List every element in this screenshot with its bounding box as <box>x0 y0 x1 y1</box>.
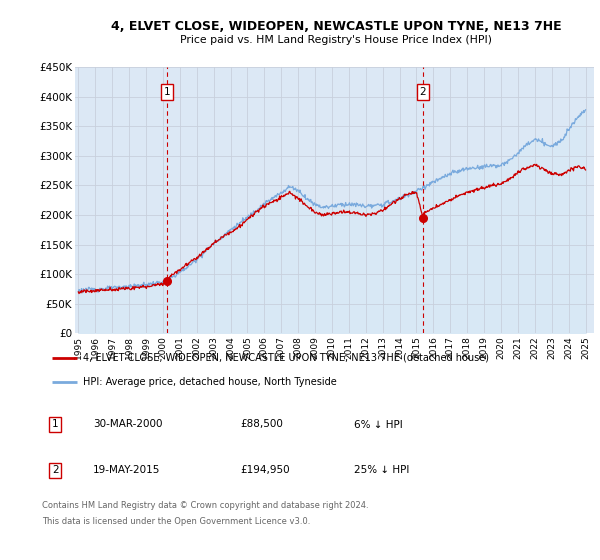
Text: 2: 2 <box>419 87 426 97</box>
Text: 1: 1 <box>164 87 170 97</box>
Text: 2: 2 <box>52 465 59 475</box>
Text: 1: 1 <box>52 419 59 430</box>
Text: HPI: Average price, detached house, North Tyneside: HPI: Average price, detached house, Nort… <box>83 377 337 388</box>
Text: 6% ↓ HPI: 6% ↓ HPI <box>354 419 403 430</box>
Text: 4, ELVET CLOSE, WIDEOPEN, NEWCASTLE UPON TYNE, NE13 7HE (detached house): 4, ELVET CLOSE, WIDEOPEN, NEWCASTLE UPON… <box>83 353 489 363</box>
Text: 30-MAR-2000: 30-MAR-2000 <box>93 419 163 430</box>
Text: 19-MAY-2015: 19-MAY-2015 <box>93 465 160 475</box>
Text: £194,950: £194,950 <box>240 465 290 475</box>
Text: 25% ↓ HPI: 25% ↓ HPI <box>354 465 409 475</box>
Text: This data is licensed under the Open Government Licence v3.0.: This data is licensed under the Open Gov… <box>42 517 310 526</box>
Text: 4, ELVET CLOSE, WIDEOPEN, NEWCASTLE UPON TYNE, NE13 7HE: 4, ELVET CLOSE, WIDEOPEN, NEWCASTLE UPON… <box>110 20 562 32</box>
Text: £88,500: £88,500 <box>240 419 283 430</box>
Text: Price paid vs. HM Land Registry's House Price Index (HPI): Price paid vs. HM Land Registry's House … <box>180 35 492 45</box>
Text: Contains HM Land Registry data © Crown copyright and database right 2024.: Contains HM Land Registry data © Crown c… <box>42 501 368 510</box>
